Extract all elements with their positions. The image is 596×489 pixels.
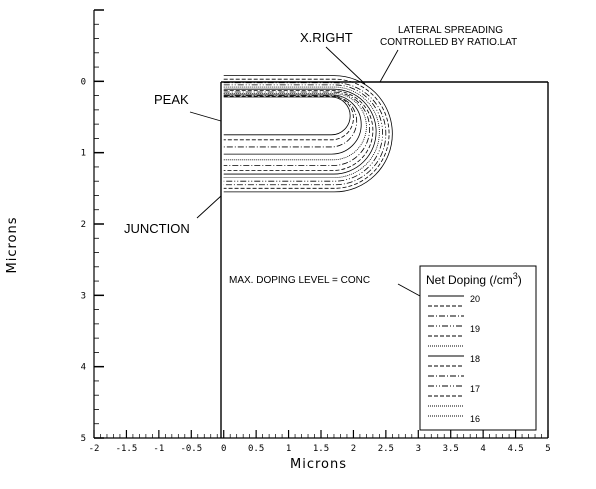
doping-contour xyxy=(223,93,367,161)
x-right-annotation: X.RIGHT xyxy=(300,30,353,45)
x-tick-label: 0.5 xyxy=(248,444,264,454)
legend-title: Net Doping (/cm3) xyxy=(426,271,522,287)
legend-value: 17 xyxy=(470,384,480,394)
legend-value: 20 xyxy=(470,294,480,304)
x-tick-label: 5 xyxy=(545,444,550,454)
x-tick-label: 1 xyxy=(286,444,291,454)
x-tick-label: 0 xyxy=(221,444,226,454)
legend-box xyxy=(419,265,537,431)
peak-annotation: PEAK xyxy=(154,92,189,107)
x-axis-label: Microns xyxy=(290,457,347,472)
x-tick-label: 1.5 xyxy=(313,444,329,454)
lateral-spreading-label-2: CONTROLLED BY RATIO.LAT xyxy=(380,37,517,48)
x-tick-label: -2 xyxy=(89,444,100,454)
y-tick-label: 5 xyxy=(81,434,86,444)
x-tick-label: 4.5 xyxy=(507,444,523,454)
y-tick-labels: 0 1 2 3 4 5 xyxy=(81,77,86,444)
x-tick-label: 2 xyxy=(351,444,356,454)
y-tick-label: 4 xyxy=(81,363,86,373)
legend-title-sup: 3 xyxy=(513,271,518,281)
doping-contour xyxy=(223,84,383,182)
lateral-spreading-label: LATERAL SPREADING xyxy=(398,25,503,36)
legend-value: 18 xyxy=(470,354,480,364)
x-tick-label: 3.5 xyxy=(443,444,459,454)
doping-contour xyxy=(223,95,354,141)
legend-value: 16 xyxy=(470,414,480,424)
doping-contour xyxy=(223,86,380,179)
legend-swatches xyxy=(428,295,464,417)
doping-contour xyxy=(223,88,377,175)
y-tick-label: 2 xyxy=(81,220,86,230)
y-axis-label: Microns xyxy=(5,216,20,273)
y-tick-label: 1 xyxy=(81,149,86,159)
doping-contour xyxy=(223,96,351,136)
peak-pointer xyxy=(189,111,222,122)
doping-contour xyxy=(223,75,393,193)
y-tick-label: 0 xyxy=(81,77,86,87)
x-tick-label: -1.5 xyxy=(116,444,138,454)
y-tick-label: 3 xyxy=(81,291,86,301)
doping-contour xyxy=(223,82,387,186)
x-tick-label: -0.5 xyxy=(180,444,202,454)
max-doping-pointer xyxy=(397,283,421,297)
legend-values: 20 19 18 17 16 xyxy=(470,294,480,424)
doping-contour xyxy=(223,94,362,155)
x-tick-label: 3 xyxy=(416,444,421,454)
doping-contour xyxy=(223,95,358,148)
x-right-pointer xyxy=(325,46,366,85)
lateral-spreading-pointer xyxy=(379,49,399,83)
junction-annotation: JUNCTION xyxy=(124,221,190,236)
doping-contour xyxy=(223,91,370,166)
doping-contour xyxy=(223,78,390,189)
junction-pointer xyxy=(196,195,222,219)
doping-contour xyxy=(223,90,374,171)
legend-value: 19 xyxy=(470,324,480,334)
doping-contours xyxy=(223,75,393,193)
x-tick-label: 4 xyxy=(480,444,485,454)
x-tick-labels: -2 -1.5 -1 -0.5 0 0.5 1 1.5 2 2.5 3 3.5 4 4.5 5 xyxy=(89,444,551,454)
max-doping-annotation: MAX. DOPING LEVEL = CONC xyxy=(229,275,370,286)
x-tick-label: 2.5 xyxy=(378,444,394,454)
x-tick-label: -1 xyxy=(153,444,164,454)
